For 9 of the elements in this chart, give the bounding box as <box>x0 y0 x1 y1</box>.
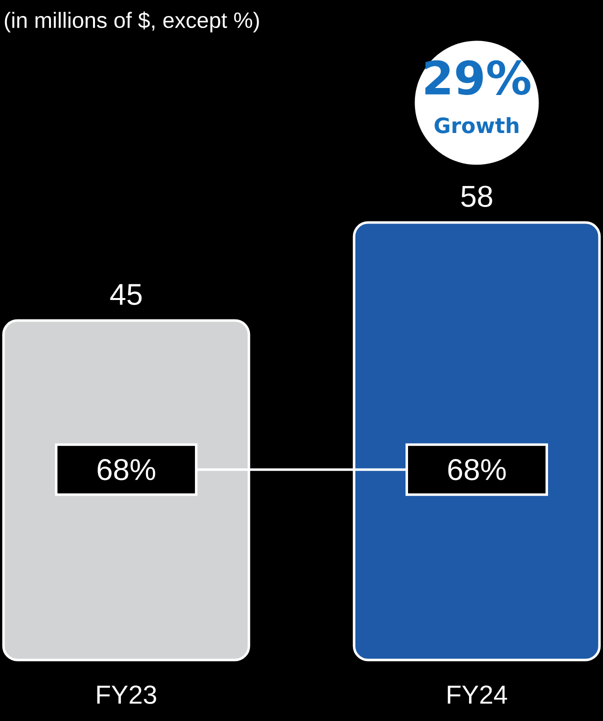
text: Growth <box>434 117 518 134</box>
text: 29% <box>425 60 530 95</box>
x-tick-label: FY24 <box>448 686 508 704</box>
annotation: 68% <box>98 458 156 480</box>
chart-title: (in millions of $, except %) <box>4 12 259 32</box>
data-label: 45 <box>110 284 142 306</box>
annotation: 68% <box>448 458 506 480</box>
x-tick-label: FY23 <box>97 686 156 704</box>
data-label: 58 <box>461 186 492 207</box>
